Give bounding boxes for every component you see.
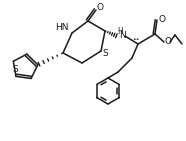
Text: H: H [117,27,123,36]
Text: O: O [158,15,166,24]
Text: O: O [164,38,171,47]
Text: ••: •• [132,37,140,41]
Text: N: N [119,31,125,40]
Text: HN: HN [55,24,69,32]
Text: S: S [102,49,108,59]
Text: S: S [13,65,19,74]
Text: O: O [97,4,103,13]
